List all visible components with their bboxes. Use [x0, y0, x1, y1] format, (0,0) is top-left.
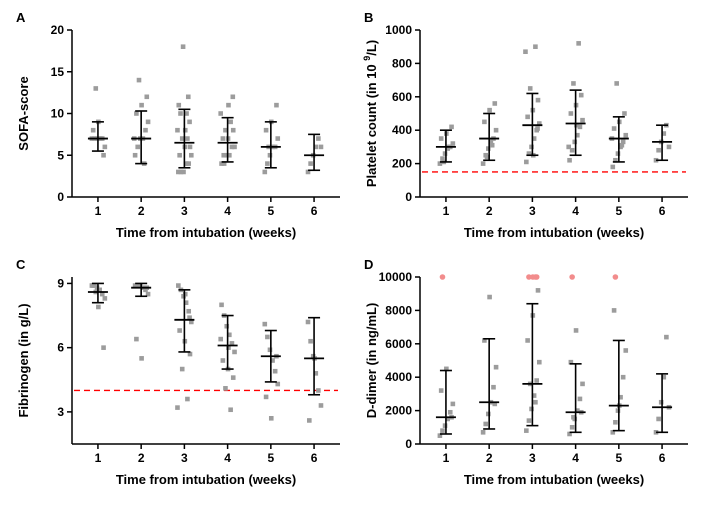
panel-C: C 369123456Time from intubation (weeks)F… [10, 257, 350, 496]
svg-text:6: 6 [311, 451, 318, 465]
svg-text:0: 0 [405, 190, 412, 204]
svg-text:4: 4 [572, 204, 579, 218]
svg-text:SOFA-score: SOFA-score [16, 76, 31, 150]
svg-text:Platelet count (in 10 9/L): Platelet count (in 10 9/L) [362, 40, 379, 187]
svg-text:2: 2 [486, 451, 493, 465]
svg-text:1: 1 [443, 204, 450, 218]
svg-text:5: 5 [615, 204, 622, 218]
svg-text:3: 3 [181, 204, 188, 218]
svg-text:2: 2 [138, 204, 145, 218]
svg-text:3: 3 [57, 404, 64, 418]
panel-A: A 0 5 10 15 20 1 2 3 4 5 6 Time from intubation (we… [10, 10, 350, 249]
svg-text:5: 5 [615, 451, 622, 465]
svg-text:2: 2 [138, 451, 145, 465]
svg-text:600: 600 [392, 90, 412, 104]
svg-text:3: 3 [181, 451, 188, 465]
panel-B: B 0 200 400 600 800 1000 1 2 3 4 5 6 Time from intub… [358, 10, 698, 249]
svg-text:6: 6 [57, 340, 64, 354]
svg-text:Fibrinogen (in g/L): Fibrinogen (in g/L) [16, 303, 31, 417]
svg-text:4: 4 [224, 451, 231, 465]
svg-text:2000: 2000 [385, 403, 412, 417]
svg-text:6: 6 [659, 204, 666, 218]
svg-text:D-dimer (in ng/mL): D-dimer (in ng/mL) [364, 302, 379, 418]
panel-label-A: A [16, 10, 25, 25]
svg-text:Time from intubation (weeks): Time from intubation (weeks) [116, 225, 296, 240]
svg-text:0: 0 [405, 437, 412, 451]
svg-text:6: 6 [311, 204, 318, 218]
figure-grid: A 05101520123456Time from intubation (we… [10, 10, 696, 495]
svg-text:1000: 1000 [385, 23, 412, 37]
svg-text:5: 5 [57, 148, 64, 162]
svg-text:10: 10 [51, 107, 65, 121]
svg-text:9: 9 [57, 276, 64, 290]
svg-text:1: 1 [443, 451, 450, 465]
panel-label-B: B [364, 10, 373, 25]
panel-D: D 0 2000 4000 6000 8000 10000 1 2 3 4 5 6 Time from … [358, 257, 698, 496]
svg-text:400: 400 [392, 123, 412, 137]
svg-text:4: 4 [572, 451, 579, 465]
svg-text:Time from intubation (weeks): Time from intubation (weeks) [464, 472, 644, 487]
svg-text:4: 4 [224, 204, 231, 218]
svg-text:Time from intubation (weeks): Time from intubation (weeks) [116, 472, 296, 487]
svg-text:800: 800 [392, 56, 412, 70]
svg-text:0: 0 [57, 190, 64, 204]
svg-text:Time from intubation (weeks): Time from intubation (weeks) [464, 225, 644, 240]
svg-text:6000: 6000 [385, 336, 412, 350]
svg-text:20: 20 [51, 23, 65, 37]
svg-text:2: 2 [486, 204, 493, 218]
svg-text:8000: 8000 [385, 303, 412, 317]
svg-text:10000: 10000 [379, 270, 413, 284]
svg-text:5: 5 [267, 451, 274, 465]
svg-text:3: 3 [529, 451, 536, 465]
svg-text:6: 6 [659, 451, 666, 465]
svg-text:15: 15 [51, 65, 65, 79]
svg-text:200: 200 [392, 157, 412, 171]
svg-text:4000: 4000 [385, 370, 412, 384]
svg-text:1: 1 [95, 204, 102, 218]
svg-text:1: 1 [95, 451, 102, 465]
panel-label-C: C [16, 257, 25, 272]
svg-text:3: 3 [529, 204, 536, 218]
svg-text:5: 5 [267, 204, 274, 218]
panel-label-D: D [364, 257, 373, 272]
